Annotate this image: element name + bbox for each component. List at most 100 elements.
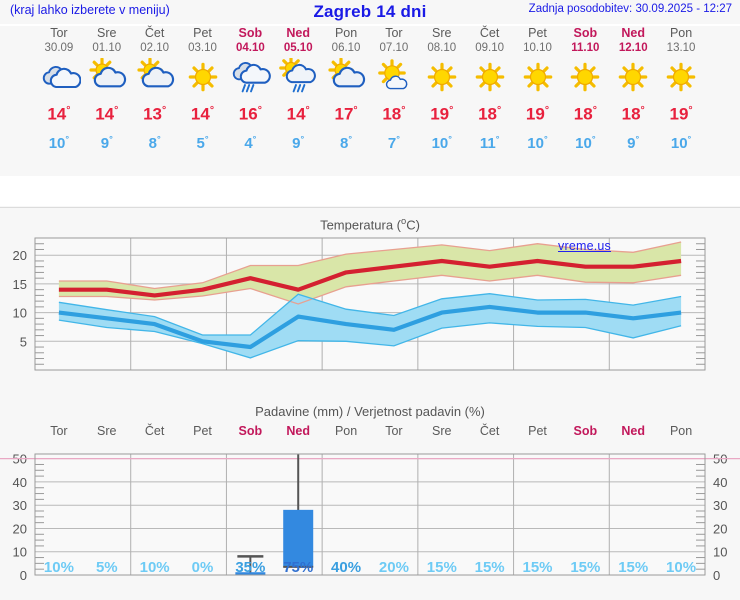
day-of-week: Sre	[97, 26, 117, 40]
day-of-week: Ned	[286, 26, 311, 40]
day-date: 13.10	[666, 42, 696, 54]
precip-probability: 0%	[191, 559, 214, 576]
day-of-week: Sob	[573, 26, 598, 40]
precip-day-label: Sre	[432, 424, 452, 438]
sunny-icon	[559, 57, 611, 97]
precip-probability: 15%	[426, 559, 457, 576]
precip-probability: 10%	[139, 559, 170, 576]
precip-probability: 15%	[522, 559, 553, 576]
precipitation-chart: Padavine (mm) / Verjetnost padavin (%) 0…	[0, 400, 740, 600]
temp-max: 14°	[95, 104, 119, 124]
day-of-week: Sob	[238, 26, 263, 40]
temp-min: 11°	[479, 133, 500, 152]
day-column[interactable]: Pet 10.10 19° 10°	[512, 26, 564, 155]
day-of-week: Tor	[385, 26, 403, 40]
day-column[interactable]: Pon 13.10 19° 10°	[655, 26, 707, 155]
day-column[interactable]: Sre 08.10 19° 10°	[416, 26, 468, 155]
day-column[interactable]: Sob 04.10 16° 4°	[224, 26, 276, 155]
temp-max: 18°	[478, 104, 502, 124]
precip-day-label: Ned	[286, 424, 311, 438]
precip-bar	[235, 555, 266, 576]
temp-max: 14°	[190, 104, 215, 124]
y-axis-tick-label: 40	[713, 475, 727, 490]
day-column[interactable]: Tor 07.10 18° 7°	[368, 26, 420, 155]
y-axis-tick-label: 40	[13, 475, 27, 490]
temp-min: 9°	[100, 133, 113, 152]
precip-day-label: Pon	[669, 424, 693, 438]
temp-min: 5°	[196, 133, 209, 152]
temp-min: 10°	[527, 133, 548, 152]
day-column[interactable]: Pon 06.10 17° 8°	[320, 26, 372, 155]
temp-min: 7°	[387, 133, 400, 152]
y-axis-tick-label: 20	[13, 248, 27, 263]
day-column[interactable]: Tor 30.09 14° 10°	[33, 26, 85, 155]
precip-day-label: Tor	[385, 424, 403, 438]
precip-day-label: Sob	[573, 424, 598, 438]
y-axis-tick-label: 30	[713, 498, 727, 513]
precip-probability: 15%	[474, 559, 505, 576]
temperature-plot: 5 10 15 20	[13, 237, 706, 371]
y-axis-tick-label: 10	[13, 306, 27, 321]
day-column[interactable]: Pet 03.10 14° 5°	[177, 26, 229, 155]
temp-max: 18°	[382, 104, 406, 124]
y-axis-tick-label: 0	[20, 568, 27, 582]
temp-min: 10°	[670, 133, 692, 152]
menu-hint: (kraj lahko izberete v meniju)	[10, 3, 170, 17]
temp-min-line	[58, 304, 682, 350]
temp-max: 14°	[47, 104, 71, 124]
day-column[interactable]: Čet 02.10 13° 8°	[129, 26, 181, 155]
y-axis-tick-label: 5	[20, 334, 27, 349]
sunny-icon	[512, 57, 564, 97]
day-date: 01.10	[92, 42, 122, 54]
day-date: 08.10	[427, 42, 457, 54]
temp-max: 16°	[238, 104, 262, 124]
day-of-week: Ned	[621, 26, 646, 40]
sunny-icon	[464, 57, 516, 97]
y-axis-tick-label: 15	[13, 277, 27, 292]
last-updated: Zadnja posodobitev: 30.09.2025 - 12:27	[528, 3, 732, 15]
sun-cloud-rain-icon	[272, 57, 324, 97]
day-date: 06.10	[331, 42, 361, 54]
day-column[interactable]: Sre 01.10 14° 9°	[81, 26, 133, 155]
temp-min: 10°	[431, 133, 452, 152]
sunny-icon	[177, 57, 229, 97]
day-date: 12.10	[618, 42, 648, 54]
page-title: Zagreb 14 dni	[313, 2, 427, 21]
temp-min: 4°	[244, 133, 257, 152]
day-of-week: Pon	[669, 26, 693, 40]
partly-sunny-icon	[81, 57, 133, 97]
header-bar: (kraj lahko izberete v meniju) Zagreb 14…	[0, 0, 740, 24]
temp-max: 19°	[669, 104, 693, 124]
partly-sunny-icon	[129, 57, 181, 97]
spacer-band	[0, 176, 740, 206]
day-column[interactable]: Čet 09.10 18° 11°	[464, 26, 516, 155]
precip-probability: 35%	[235, 559, 266, 576]
precip-day-label: Čet	[479, 424, 500, 438]
day-column[interactable]: Ned 05.10 14° 9°	[272, 26, 324, 155]
cloudy-icon	[33, 57, 85, 97]
temp-max: 17°	[334, 104, 358, 124]
y-axis-tick-label: 10	[13, 545, 27, 560]
day-column[interactable]: Ned 12.10 18° 9°	[607, 26, 659, 155]
precip-day-label: Ned	[621, 424, 646, 438]
precip-day-label: Sre	[97, 424, 117, 438]
day-date: 03.10	[188, 42, 217, 54]
day-of-week: Tor	[50, 26, 68, 40]
y-axis-tick-label: 0	[713, 568, 720, 582]
rain-cloud-icon	[224, 57, 276, 97]
y-axis-tick-label: 20	[13, 521, 27, 536]
daily-forecast-strip: Tor 30.09 14° 10° Sre 01.10 14° 9° Čet 02.10 13…	[0, 26, 740, 181]
day-date: 10.10	[523, 42, 552, 54]
day-of-week: Čet	[144, 26, 165, 40]
y-axis-tick-label: 30	[13, 498, 27, 513]
day-date: 09.10	[475, 42, 505, 54]
precip-probability: 5%	[95, 559, 118, 576]
day-of-week: Pet	[528, 26, 547, 40]
precip-day-label: Pon	[334, 424, 358, 438]
precip-bar	[283, 454, 314, 568]
sun-small-cloud-icon	[368, 57, 420, 97]
temp-min: 10°	[575, 133, 596, 152]
day-column[interactable]: Sob 11.10 18° 10°	[559, 26, 611, 155]
precip-day-label: Sob	[238, 424, 263, 438]
